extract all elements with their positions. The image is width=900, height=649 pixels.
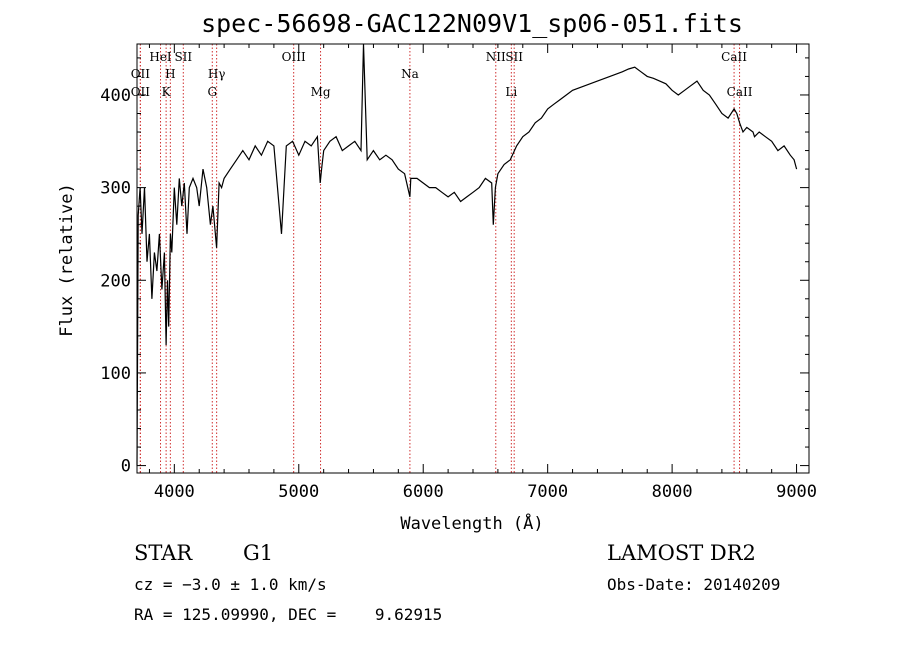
y-tick-label: 0	[121, 457, 131, 477]
y-axis-ticks: 0 100 200 300 400	[100, 57, 809, 477]
spectral-line-label: SII	[174, 50, 192, 64]
y-axis-label: Flux (relative)	[57, 183, 77, 337]
y-tick-label: 300	[100, 179, 131, 199]
x-tick-label: 7000	[527, 482, 568, 502]
survey-name: LAMOST DR2	[607, 541, 756, 565]
spectral-line-label: H	[165, 67, 175, 81]
x-tick-label: 5000	[278, 482, 319, 502]
y-tick-label: 400	[100, 86, 131, 106]
x-tick-label: 9000	[776, 482, 817, 502]
x-tick-label: 6000	[403, 482, 444, 502]
object-class: STAR	[134, 541, 193, 565]
spectral-line-label: NII	[486, 50, 506, 64]
spectral-line-label: Mg	[311, 85, 331, 99]
spectral-line-labels: OII OII HeI HK SII Hγ G OIII Mg Na NII Li SII CaII CaI…	[131, 50, 753, 99]
object-subclass: G1	[243, 541, 273, 565]
spectral-line-label: K	[162, 85, 172, 99]
coordinates: RA = 125.09990, DEC = 9.62915	[134, 605, 442, 624]
spectral-line-label: Hγ	[208, 67, 226, 81]
spectral-line-markers	[139, 44, 741, 473]
x-tick-label: 4000	[154, 482, 195, 502]
spectral-line-label: OII	[131, 67, 151, 81]
y-tick-label: 200	[100, 271, 131, 291]
chart-title: spec-56698-GAC122N09V1_sp06-051.fits	[201, 9, 743, 38]
spectral-line-label: Li	[505, 85, 517, 99]
spectrum-series-line	[136, 43, 798, 466]
spectral-line-label: G	[207, 85, 217, 99]
redshift-info: cz = −3.0 ± 1.0 km/s	[134, 575, 327, 594]
plot-frame	[136, 43, 810, 474]
spectral-line-label: OIII	[282, 50, 306, 64]
x-tick-label: 8000	[652, 482, 693, 502]
obs-date: Obs-Date: 20140209	[607, 575, 780, 594]
spectral-line-label: HeI	[149, 50, 172, 64]
x-axis-ticks: 4000 5000 6000 7000 8000 9000	[148, 44, 817, 502]
spectral-line-label: CaII	[721, 50, 747, 64]
spectral-line-label: SII	[505, 50, 523, 64]
y-tick-label: 100	[100, 364, 131, 384]
spectral-line-label: CaII	[727, 85, 753, 99]
spectral-line-label: OII	[131, 85, 151, 99]
x-axis-label: Wavelength (Å)	[400, 512, 543, 534]
spectral-line-label: Na	[401, 67, 419, 81]
